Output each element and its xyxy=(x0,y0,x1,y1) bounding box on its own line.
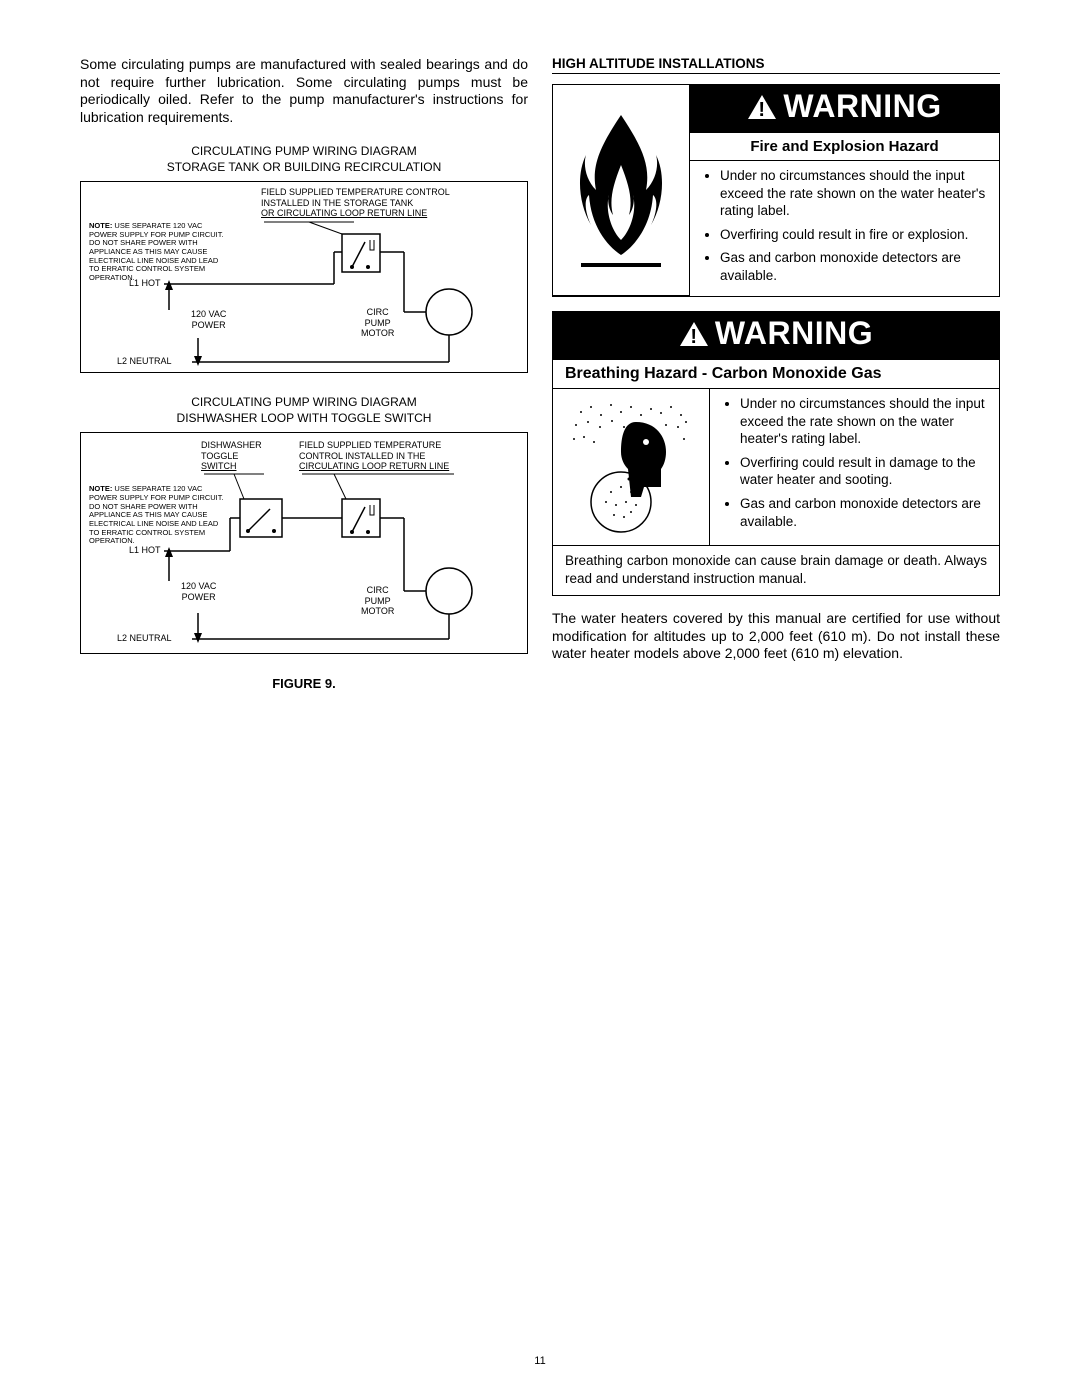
intro-text: Some circulating pumps are manufactured … xyxy=(80,56,528,126)
warning-breathing: ! WARNING Breathing Hazard - Carbon Mono… xyxy=(552,311,1000,596)
warn2-body: Under no circumstances should the input … xyxy=(710,389,999,545)
d2-circ: CIRCPUMPMOTOR xyxy=(361,585,394,616)
d2-l1: L1 HOT xyxy=(129,545,161,555)
d1-field-label: FIELD SUPPLIED TEMPERATURE CONTROL INSTA… xyxy=(261,187,450,218)
warn1-body: Under no circumstances should the input … xyxy=(690,161,999,296)
diagram1-title-line1: CIRCULATING PUMP WIRING DIAGRAM xyxy=(191,144,417,158)
svg-text:!: ! xyxy=(759,99,766,120)
diagram1: FIELD SUPPLIED TEMPERATURE CONTROL INSTA… xyxy=(80,181,528,373)
d2-note: NOTE: USE SEPARATE 120 VAC POWER SUPPLY … xyxy=(89,485,229,545)
warn2-footer: Breathing carbon monoxide can cause brai… xyxy=(553,545,999,595)
d1-note: NOTE: USE SEPARATE 120 VAC POWER SUPPLY … xyxy=(89,222,229,282)
warn1-b3: Gas and carbon monoxide detectors are av… xyxy=(720,249,989,284)
section-title: HIGH ALTITUDE INSTALLATIONS xyxy=(552,56,1000,74)
page-number: 11 xyxy=(0,1355,1080,1367)
svg-text:!: ! xyxy=(690,326,697,347)
diagram1-title-line2: STORAGE TANK OR BUILDING RECIRCULATION xyxy=(167,160,442,174)
warn1-subtitle: Fire and Explosion Hazard xyxy=(690,133,999,161)
diagram2-title-line2: DISHWASHER LOOP WITH TOGGLE SWITCH xyxy=(177,411,432,425)
d2-vac: 120 VACPOWER xyxy=(181,581,216,602)
warning-triangle-icon: ! xyxy=(747,91,777,128)
d1-vac: 120 VACPOWER xyxy=(191,309,226,330)
warn2-b2: Overfiring could result in damage to the… xyxy=(740,454,989,489)
fire-icon xyxy=(553,85,690,296)
d2-l2: L2 NEUTRAL xyxy=(117,633,172,643)
diagram2-title-line1: CIRCULATING PUMP WIRING DIAGRAM xyxy=(191,395,417,409)
warn2-subtitle: Breathing Hazard - Carbon Monoxide Gas xyxy=(553,360,999,389)
warning-fire: ! WARNING Fire and Explosion Hazard Unde… xyxy=(552,84,1000,297)
d1-l2: L2 NEUTRAL xyxy=(117,356,172,366)
warn2-b3: Gas and carbon monoxide detectors are av… xyxy=(740,495,989,530)
breathing-icon xyxy=(553,389,710,545)
diagram1-title: CIRCULATING PUMP WIRING DIAGRAM STORAGE … xyxy=(80,144,528,175)
warn1-b1: Under no circumstances should the input … xyxy=(720,167,989,220)
diagram2: DISHWASHER TOGGLE SWITCH FIELD SUPPLIED … xyxy=(80,432,528,654)
d2-field: FIELD SUPPLIED TEMPERATURE CONTROL INSTA… xyxy=(299,440,449,471)
warning-header: ! WARNING xyxy=(690,85,999,133)
warn1-b2: Overfiring could result in fire or explo… xyxy=(720,226,989,244)
warn2-b1: Under no circumstances should the input … xyxy=(740,395,989,448)
warn2-header: ! WARNING xyxy=(553,312,999,360)
warning-triangle-icon: ! xyxy=(679,318,709,355)
d2-dish: DISHWASHER TOGGLE SWITCH xyxy=(201,440,262,471)
altitude-body: The water heaters covered by this manual… xyxy=(552,610,1000,663)
figure-label: FIGURE 9. xyxy=(80,676,528,691)
diagram2-title: CIRCULATING PUMP WIRING DIAGRAM DISHWASH… xyxy=(80,395,528,426)
d1-l1: L1 HOT xyxy=(129,278,161,288)
d1-circ: CIRCPUMPMOTOR xyxy=(361,307,394,338)
